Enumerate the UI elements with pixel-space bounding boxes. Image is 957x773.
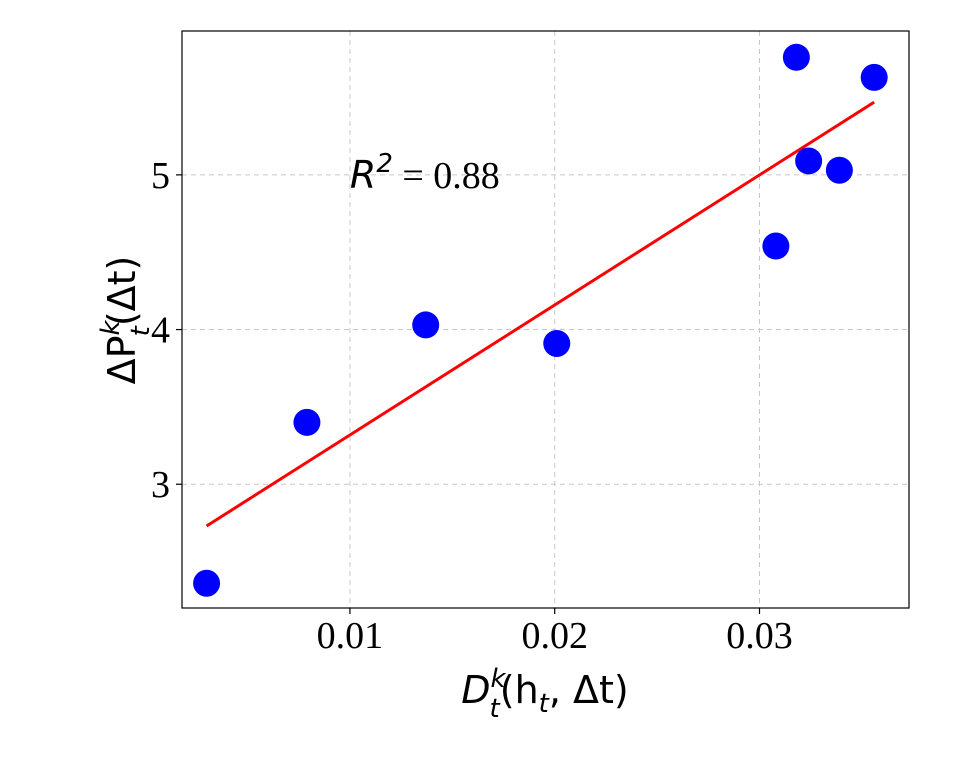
- y-axis-label: ΔPkt(Δt): [96, 256, 156, 385]
- data-point: [412, 311, 440, 339]
- fit-line-layer: [205, 100, 875, 528]
- axis-ticks: 0.01 0.02 0.03 3 4 5: [151, 155, 793, 657]
- data-point: [193, 569, 221, 597]
- data-point: [860, 63, 888, 91]
- grid-lines: [182, 31, 909, 608]
- r-squared-annotation: R2 = 0.88: [350, 149, 500, 197]
- data-point: [825, 156, 853, 184]
- y-tick-label: 3: [151, 464, 170, 506]
- data-point: [795, 147, 823, 175]
- data-points: [193, 43, 888, 597]
- data-point: [762, 232, 790, 260]
- r-squared-exponent: 2: [376, 149, 393, 179]
- data-point: [293, 408, 321, 436]
- x-tick-label: 0.03: [726, 615, 793, 657]
- r-squared-symbol: R: [350, 153, 376, 197]
- y-tick-label: 4: [151, 310, 170, 352]
- x-tick-label: 0.01: [317, 615, 384, 657]
- fit-line: [205, 100, 875, 528]
- plot-frame: [181, 30, 910, 609]
- data-point: [782, 43, 810, 71]
- x-axis-label: Dk t(ht, Δt): [461, 664, 629, 724]
- data-point: [543, 329, 571, 357]
- y-tick-label: 5: [151, 155, 170, 197]
- x-tick-label: 0.02: [521, 615, 588, 657]
- r-squared-value: = 0.88: [393, 155, 500, 197]
